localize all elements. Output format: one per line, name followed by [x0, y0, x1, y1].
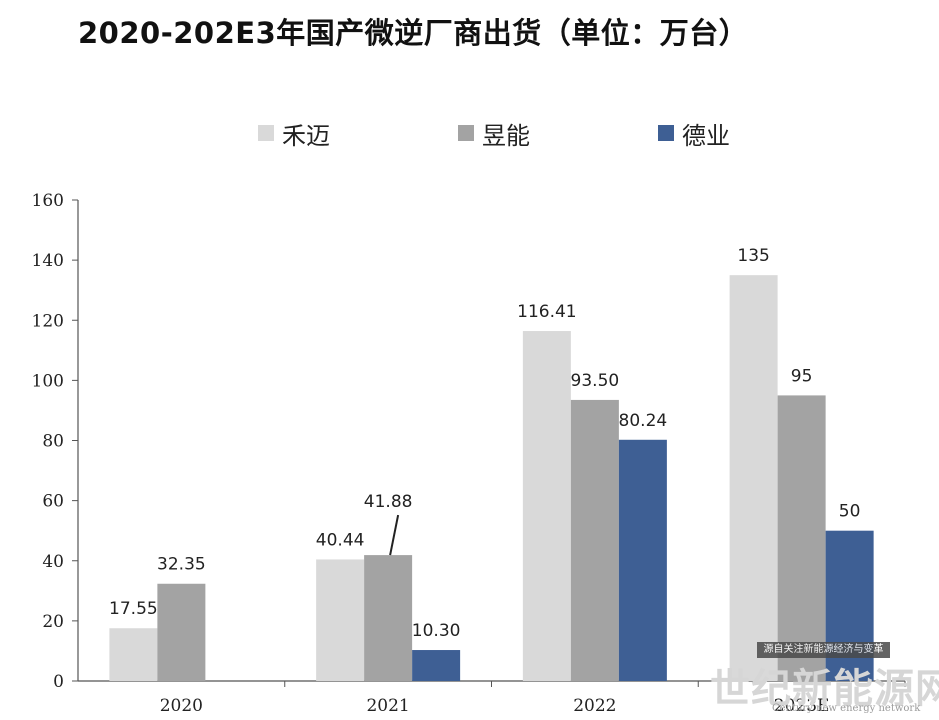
data-label: 95	[791, 366, 813, 386]
legend-item-hemai: 禾迈	[258, 118, 330, 150]
data-label: 10.30	[412, 621, 461, 641]
x-tick-label: 2020	[160, 696, 203, 716]
bar	[109, 628, 158, 681]
legend-swatch-hemai	[258, 125, 274, 141]
y-tick-label: 40	[42, 552, 64, 572]
data-label: 40.44	[316, 530, 365, 550]
data-label: 32.35	[157, 555, 206, 575]
chart-title: 2020-202E3年国产微逆厂商出货（单位：万台）	[78, 16, 749, 50]
y-tick-label: 0	[53, 672, 64, 692]
y-tick-label: 140	[32, 251, 64, 271]
x-tick-label: 2021	[366, 696, 409, 716]
y-tick-label: 160	[32, 191, 64, 211]
legend-item-deye: 德业	[658, 118, 730, 150]
data-label: 116.41	[517, 302, 576, 322]
legend-label-hemai: 禾迈	[282, 121, 330, 150]
bar	[522, 331, 571, 681]
data-label: 80.24	[619, 411, 668, 431]
data-label: 93.50	[571, 371, 620, 391]
legend-swatch-deye	[658, 125, 674, 141]
x-tick-label: 2022	[573, 696, 616, 716]
chart-legend: 禾迈 昱能 德业	[0, 118, 939, 150]
y-tick-label: 80	[42, 432, 64, 452]
legend-item-yuneng: 昱能	[458, 118, 530, 150]
legend-label-yuneng: 昱能	[482, 121, 530, 150]
bar	[618, 439, 667, 681]
data-label: 41.88	[364, 492, 413, 512]
watermark-banner: 源自关注新能源经济与变革	[757, 642, 890, 658]
x-tick-label: 2023E	[774, 696, 830, 716]
bar	[570, 399, 619, 681]
label-leader-line	[389, 514, 400, 556]
data-label: 135	[737, 246, 769, 266]
bar	[364, 555, 413, 681]
watermark-logo-text: 世纪新能源网	[710, 665, 939, 712]
data-label: 50	[839, 502, 861, 522]
bar	[157, 583, 206, 681]
legend-label-deye: 德业	[682, 121, 730, 150]
bar	[316, 559, 365, 681]
y-tick-label: 20	[42, 612, 64, 632]
y-tick-label: 60	[42, 492, 64, 512]
bar	[729, 275, 778, 681]
y-tick-label: 120	[32, 311, 64, 331]
y-tick-label: 100	[32, 371, 64, 391]
legend-swatch-yuneng	[458, 125, 474, 141]
bar	[412, 650, 461, 681]
watermark-subtitle: Century new energy network	[772, 703, 921, 714]
bar	[777, 395, 826, 681]
data-label: 17.55	[109, 599, 158, 619]
